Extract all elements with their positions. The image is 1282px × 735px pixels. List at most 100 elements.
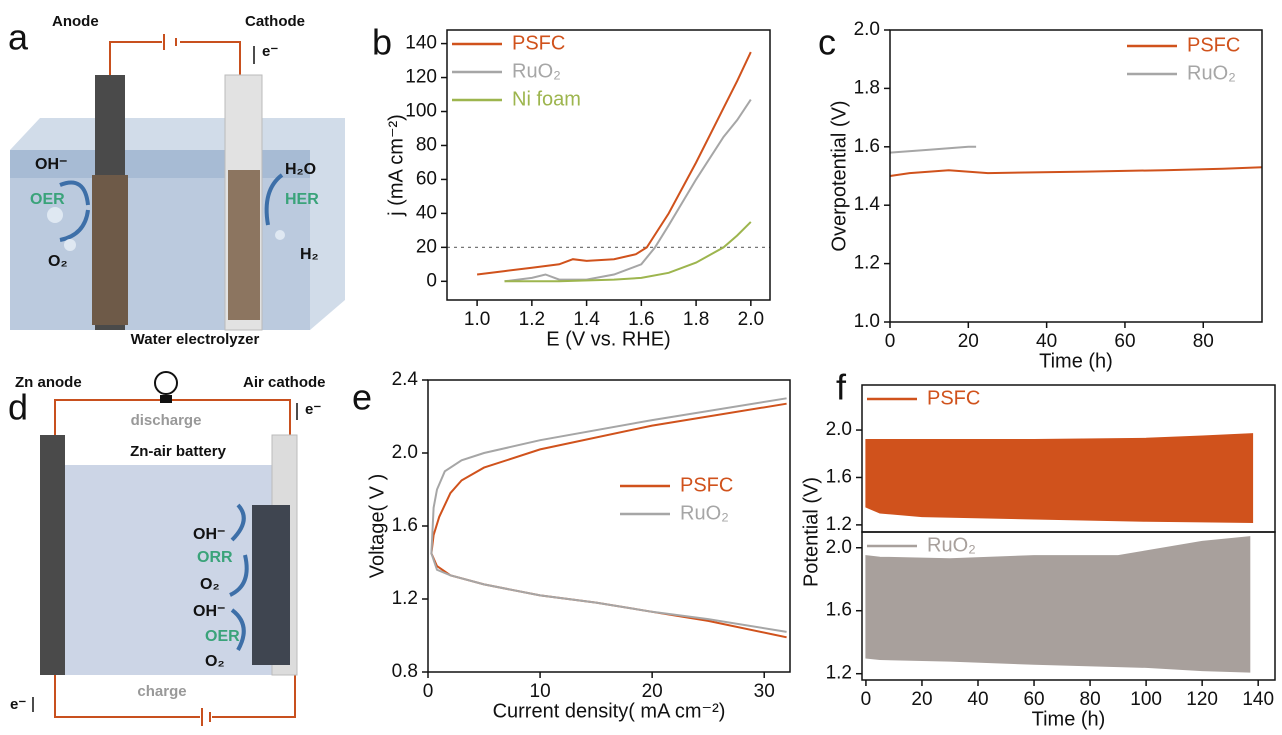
y-tick-label: 140 <box>405 33 437 54</box>
diagram-d: d Zn anode Air cathode discharge e⁻ Zn-a… <box>8 371 326 726</box>
y-tick-label: 0.8 <box>392 661 418 682</box>
label: Anode <box>52 13 99 30</box>
y-axis-label: j (mA cm⁻²) <box>385 114 407 217</box>
y-tick-label: 0 <box>426 270 437 291</box>
y-tick-label: 40 <box>416 202 437 223</box>
cell <box>60 465 290 675</box>
x-tick-label: 10 <box>530 681 551 702</box>
x-tick-label: 0 <box>423 681 434 702</box>
x-tick-label: 100 <box>1130 689 1162 710</box>
label: OH⁻ <box>35 156 67 173</box>
series-line <box>476 51 752 276</box>
panel-label: c <box>818 22 836 63</box>
y-tick-label: 120 <box>405 67 437 88</box>
label: Air cathode <box>243 374 326 391</box>
bubble <box>64 239 76 251</box>
legend-label: RuO₂ <box>927 534 976 556</box>
y-tick-label: 1.6 <box>826 600 852 621</box>
y-tick-label: 1.0 <box>854 311 880 332</box>
axes-frame <box>861 531 1276 681</box>
axes-frame <box>427 379 791 673</box>
axes-frame <box>889 29 1263 323</box>
series-line <box>430 397 787 633</box>
label: OH⁻ <box>193 603 225 620</box>
x-tick-label: 60 <box>1023 689 1044 710</box>
series-band <box>865 536 1251 673</box>
label: Zn anode <box>15 374 82 391</box>
legend-label: RuO₂ <box>1187 62 1236 84</box>
y-tick-label: 2.0 <box>826 419 852 440</box>
y-tick-label: 20 <box>416 236 437 257</box>
panel-label: a <box>8 17 29 58</box>
y-tick-label: 1.8 <box>854 77 880 98</box>
wire <box>212 675 296 718</box>
legend-label: PSFC <box>512 32 565 54</box>
y-tick-label: 2.0 <box>826 537 852 558</box>
y-tick-label: 1.6 <box>392 515 418 536</box>
label: O₂ <box>205 653 225 670</box>
x-tick-label: 1.2 <box>519 309 545 330</box>
label: e⁻ <box>10 696 26 713</box>
label: Cathode <box>245 13 305 30</box>
x-tick-label: 20 <box>642 681 663 702</box>
x-tick-label: 40 <box>1036 331 1057 352</box>
label: O₂ <box>200 576 220 593</box>
label: charge <box>137 683 186 700</box>
label: OH⁻ <box>193 526 225 543</box>
y-tick-label: 1.2 <box>826 514 852 535</box>
x-tick-label: 20 <box>958 331 979 352</box>
chart-3: 1.2 1.6 2.0 f PSFC <box>826 367 1276 535</box>
label: OER <box>205 628 240 645</box>
legend-label: PSFC <box>927 387 980 409</box>
y-tick-label: 1.6 <box>826 466 852 487</box>
bulb-base <box>160 395 172 403</box>
series-line <box>889 145 977 154</box>
legend-label: PSFC <box>1187 34 1240 56</box>
x-axis-label: Current density( mA cm⁻²) <box>493 700 726 722</box>
panel-label: d <box>8 387 28 428</box>
x-tick-label: 1.4 <box>573 309 600 330</box>
bubble <box>47 207 63 223</box>
panel-label: b <box>372 22 392 63</box>
y-tick-label: 1.2 <box>854 253 880 274</box>
label: OER <box>30 191 65 208</box>
y-tick-label: 2.4 <box>392 369 419 390</box>
y-tick-label: 2.0 <box>392 442 418 463</box>
zn-electrode <box>40 435 65 675</box>
legend-label: PSFC <box>680 474 733 496</box>
x-tick-label: 40 <box>967 689 988 710</box>
x-tick-label: 0 <box>861 689 872 710</box>
chart-0: 0 20 40 60 80 100 120 140 1.0 1.2 1.4 1.6 1.8 2.0 E (V… <box>372 22 771 350</box>
label: H₂ <box>300 246 319 263</box>
catalyst-layer <box>252 505 290 665</box>
chart-1: 1.0 1.2 1.4 1.6 1.8 2.0 0 20 40 60 80 Time (h) Overp… <box>818 19 1263 372</box>
wire <box>180 41 241 75</box>
wire <box>54 399 291 435</box>
y-axis-label: Overpotential (V) <box>828 100 850 251</box>
x-tick-label: 2.0 <box>738 309 764 330</box>
series-band <box>865 433 1254 524</box>
legend-label: RuO₂ <box>512 60 561 82</box>
legend-label: RuO₂ <box>680 502 729 524</box>
arrow <box>59 180 90 206</box>
diagram-a: a Anode Cathode e⁻ OH⁻ OER O₂ H₂O HER H₂… <box>8 13 345 348</box>
y-tick-label: 1.2 <box>392 588 418 609</box>
y-tick-label: 1.2 <box>826 663 852 684</box>
series-line <box>889 166 1263 177</box>
anode-coating <box>92 175 128 325</box>
chart-4: 1.2 1.6 2.0 0 20 40 60 80 100 120 140 Time (h) Poten… <box>800 477 1276 730</box>
bubble <box>275 230 285 240</box>
y-tick-label: 60 <box>416 168 437 189</box>
x-tick-label: 30 <box>754 681 775 702</box>
label: H₂O <box>285 161 316 178</box>
arrow <box>230 503 246 542</box>
y-tick-label: 2.0 <box>854 19 880 40</box>
x-tick-label: 1.6 <box>628 309 654 330</box>
y-axis-label: Potential (V) <box>800 477 822 587</box>
arrow <box>230 608 246 651</box>
x-axis-label: E (V vs. RHE) <box>546 328 670 350</box>
x-tick-label: 0 <box>885 331 896 352</box>
y-axis-label: Voltage( V ) <box>366 474 388 579</box>
x-tick-label: 140 <box>1242 689 1274 710</box>
